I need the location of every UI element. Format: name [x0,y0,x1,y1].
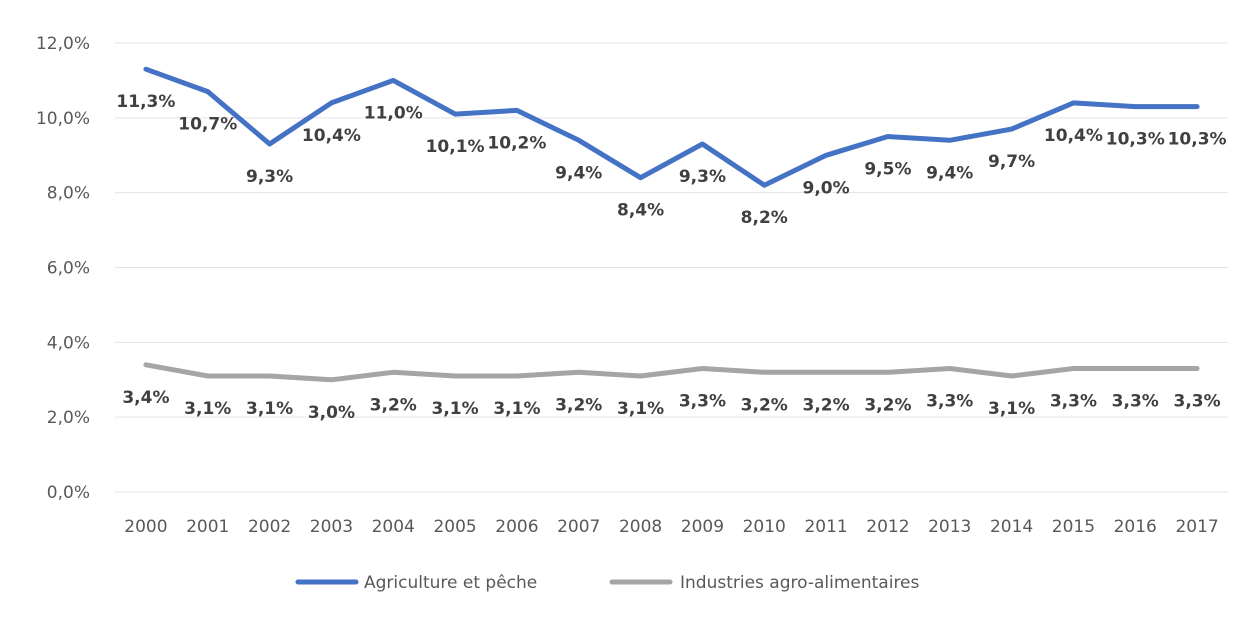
data-label: 8,4% [617,201,664,221]
data-label: 3,3% [926,392,973,412]
data-label: 9,3% [679,167,726,187]
data-label: 3,2% [864,395,911,415]
series-lines [143,66,1200,383]
x-tick-label: 2007 [557,517,600,537]
series-line-2 [143,362,1200,383]
data-label: 10,7% [178,115,237,135]
data-label: 3,1% [617,399,664,419]
y-tick-label: 4,0% [47,333,90,353]
x-tick-label: 2005 [433,517,476,537]
y-tick-label: 2,0% [47,408,90,428]
x-tick-label: 2004 [372,517,415,537]
data-label: 3,2% [370,395,417,415]
y-tick-label: 8,0% [47,184,90,204]
legend-label: Agriculture et pêche [364,573,537,593]
x-tick-label: 2012 [866,517,909,537]
x-axis-ticks: 2000 2001 2002 2003 2004 2005 2006 2007 2008 2009… [124,517,1218,537]
x-tick-label: 2003 [310,517,353,537]
series-line-1 [143,66,1200,188]
legend: Agriculture et pêche Industries agro-alim… [295,573,920,593]
y-tick-label: 0,0% [47,483,90,503]
data-label: 3,2% [803,395,850,415]
data-label: 10,4% [302,126,361,146]
x-tick-label: 2013 [928,517,971,537]
x-tick-label: 2010 [743,517,786,537]
x-tick-label: 2006 [495,517,538,537]
x-tick-label: 2002 [248,517,291,537]
y-tick-label: 12,0% [36,34,90,54]
data-label: 11,0% [364,103,423,123]
data-label: 3,2% [555,395,602,415]
data-label: 3,3% [1050,392,1097,412]
data-label: 3,3% [679,392,726,412]
y-tick-label: 10,0% [36,109,90,129]
x-tick-label: 2001 [186,517,229,537]
data-label: 3,1% [184,399,231,419]
data-label: 3,1% [432,399,479,419]
y-axis-ticks: 0,0% 2,0% 4,0% 6,0% 8,0% 10,0% 12,0% [36,34,90,503]
data-label: 3,3% [1112,392,1159,412]
x-tick-label: 2000 [124,517,167,537]
data-label: 9,4% [555,163,602,183]
data-label: 3,3% [1174,392,1221,412]
data-label: 10,4% [1044,126,1103,146]
data-label: 9,3% [246,167,293,187]
data-label: 10,2% [487,133,546,153]
data-label: 11,3% [116,92,175,112]
x-tick-label: 2016 [1114,517,1157,537]
x-tick-label: 2008 [619,517,662,537]
data-label: 3,1% [246,399,293,419]
data-label: 3,4% [122,388,169,408]
data-label: 8,2% [741,208,788,228]
x-tick-label: 2009 [681,517,724,537]
x-tick-label: 2014 [990,517,1033,537]
data-label: 9,7% [988,152,1035,172]
data-label: 3,0% [308,403,355,423]
legend-label: Industries agro-alimentaires [680,573,920,593]
gridlines [115,42,1228,493]
data-label: 3,1% [493,399,540,419]
x-tick-label: 2015 [1052,517,1095,537]
y-tick-label: 6,0% [47,259,90,279]
data-label: 9,4% [926,163,973,183]
x-tick-label: 2011 [804,517,847,537]
data-label: 3,1% [988,399,1035,419]
data-label: 10,3% [1168,130,1227,150]
x-tick-label: 2017 [1175,517,1218,537]
data-label: 3,2% [741,395,788,415]
data-label: 10,3% [1106,130,1165,150]
data-labels: 11,3%10,7%9,3%10,4%11,0%10,1% 10,2%9,4%8,… [116,92,1226,423]
data-label: 9,5% [864,160,911,180]
data-label: 9,0% [803,178,850,198]
data-label: 10,1% [426,137,485,157]
